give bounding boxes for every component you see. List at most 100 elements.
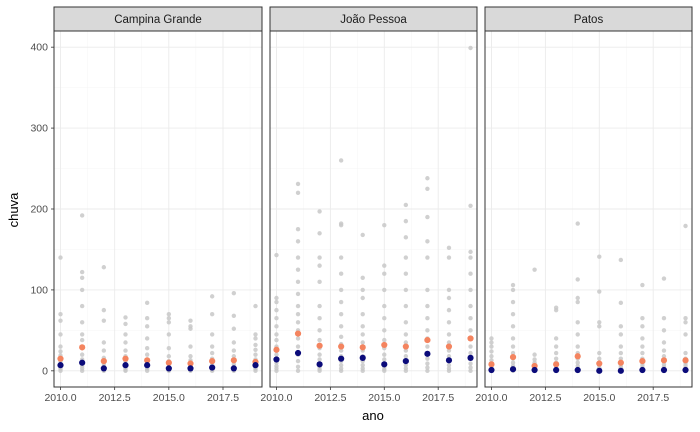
raw-point <box>618 350 624 356</box>
facet-panel: João Pessoa 2010.0 2012.5 2015.0 2017.5 <box>260 6 478 404</box>
raw-point <box>446 245 452 251</box>
median-point <box>682 366 689 374</box>
raw-point <box>253 332 258 337</box>
raw-point <box>317 328 322 333</box>
raw-point <box>425 368 430 374</box>
raw-point <box>338 221 344 226</box>
raw-point <box>425 316 430 321</box>
mean-point <box>338 343 345 350</box>
raw-point <box>123 315 128 320</box>
raw-point <box>468 303 473 309</box>
raw-point <box>338 299 344 305</box>
raw-point <box>188 318 193 323</box>
raw-point <box>553 305 559 310</box>
raw-point <box>360 324 365 329</box>
raw-point <box>510 324 516 329</box>
raw-point <box>295 344 301 349</box>
raw-point <box>382 328 387 333</box>
raw-point <box>446 340 452 345</box>
raw-point <box>403 271 409 276</box>
raw-point <box>382 352 387 357</box>
median-point <box>230 365 237 372</box>
raw-point <box>683 223 688 229</box>
mean-point <box>488 361 495 368</box>
raw-point <box>360 275 365 280</box>
median-point <box>488 366 495 374</box>
mean-point <box>316 342 323 349</box>
raw-point <box>683 350 688 356</box>
raw-point <box>446 332 452 337</box>
raw-point <box>144 324 150 329</box>
raw-point <box>510 350 516 356</box>
raw-point <box>295 311 301 317</box>
median-point <box>617 367 624 374</box>
raw-point <box>575 221 580 226</box>
median-point <box>187 365 194 372</box>
median-point <box>57 362 64 369</box>
raw-point <box>468 203 473 208</box>
raw-point <box>446 307 452 313</box>
raw-point <box>618 332 624 337</box>
raw-point <box>553 336 559 341</box>
mean-point <box>209 358 216 365</box>
median-point <box>294 349 302 357</box>
raw-point <box>575 363 580 369</box>
raw-point <box>618 300 624 306</box>
raw-point <box>640 344 645 349</box>
raw-point <box>360 311 365 317</box>
raw-point <box>317 337 322 343</box>
raw-point <box>338 255 344 260</box>
median-point <box>122 362 129 369</box>
mean-point <box>79 344 86 351</box>
raw-point <box>58 311 63 317</box>
raw-point <box>253 342 258 348</box>
raw-point <box>274 307 279 313</box>
raw-point <box>618 344 624 349</box>
mean-point <box>294 330 302 337</box>
raw-point <box>188 324 193 329</box>
mean-point <box>144 357 151 364</box>
raw-point <box>317 303 322 309</box>
raw-point <box>101 307 107 313</box>
raw-point <box>403 348 409 353</box>
raw-point <box>295 267 301 272</box>
raw-point <box>468 350 473 356</box>
raw-point <box>79 213 85 218</box>
y-tick-label: 300 <box>30 123 48 135</box>
mean-point <box>187 360 194 367</box>
mean-point <box>467 335 474 342</box>
raw-point <box>575 320 580 325</box>
raw-point <box>58 344 63 349</box>
median-point <box>209 364 216 371</box>
panels-group: Campina Grande 2010.0 2012.5 2015.0 2017.5 0 1… <box>30 6 693 404</box>
raw-point <box>360 295 365 301</box>
y-tick-label: 0 <box>42 365 48 377</box>
facet-title: Patos <box>574 14 604 26</box>
x-tick-label: 2010.0 <box>44 392 76 404</box>
raw-point <box>489 354 494 359</box>
raw-point <box>274 316 279 321</box>
y-tick-label: 200 <box>30 204 48 216</box>
raw-point <box>338 348 344 353</box>
raw-point <box>360 232 365 238</box>
raw-point <box>360 332 365 337</box>
median-point <box>424 350 431 357</box>
median-point <box>165 365 172 372</box>
raw-point <box>317 263 322 268</box>
raw-point <box>317 231 322 236</box>
raw-point <box>403 235 409 240</box>
raw-point <box>317 352 322 357</box>
raw-point <box>295 364 301 369</box>
raw-point <box>597 356 602 361</box>
mean-point <box>617 359 624 366</box>
raw-point <box>468 255 473 260</box>
mean-point <box>682 357 689 364</box>
raw-point <box>403 362 409 368</box>
mean-point <box>402 343 409 350</box>
y-axis-title: chuva <box>6 192 21 227</box>
raw-point <box>468 271 473 276</box>
raw-point <box>661 362 667 367</box>
median-point <box>381 361 388 368</box>
raw-point <box>468 361 473 366</box>
raw-point <box>382 316 387 321</box>
